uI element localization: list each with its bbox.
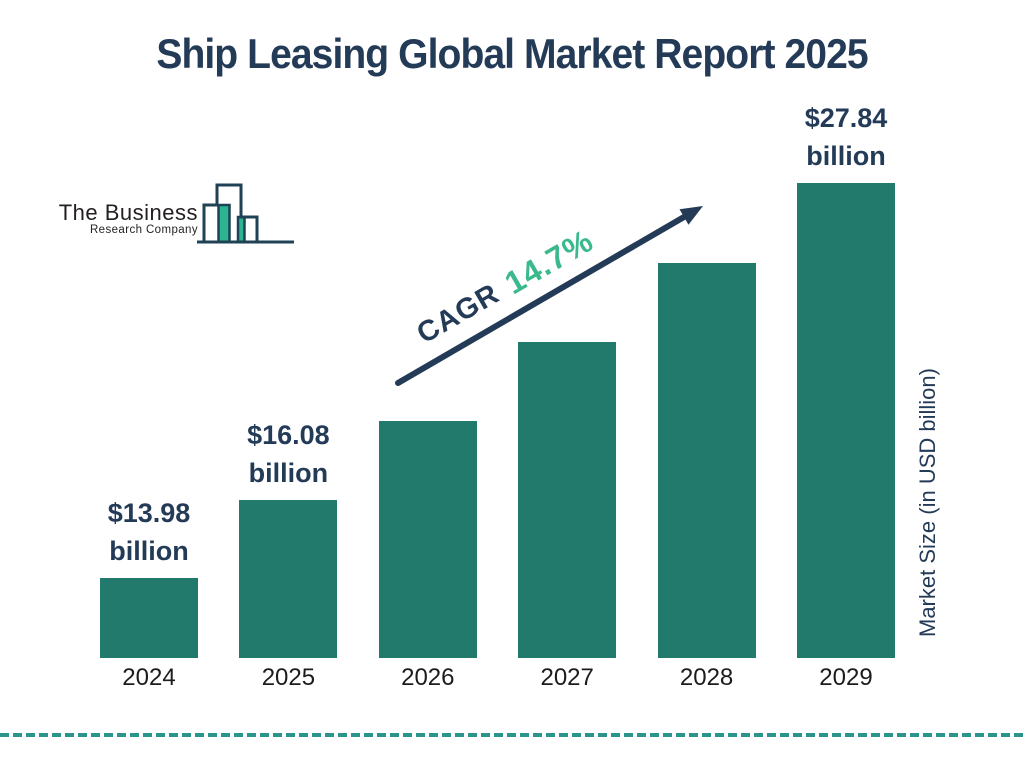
growth-arrow-head	[679, 206, 703, 225]
value-amount: $13.98	[107, 498, 191, 528]
x-axis-label-2028: 2028	[679, 664, 734, 691]
x-axis-label-2026: 2026	[401, 664, 455, 691]
value-unit: billion	[109, 536, 189, 566]
value-amount: $27.84	[804, 103, 888, 133]
bar-value-label-2025: $16.08 billion	[208, 416, 368, 492]
bottom-dashed-divider	[0, 733, 1024, 737]
x-axis-label-2027: 2027	[540, 664, 594, 691]
company-logo: The Business Research Company	[59, 178, 294, 248]
value-unit: billion	[806, 141, 886, 171]
cagr-label: CAGR	[411, 277, 505, 350]
bar-2026	[378, 421, 477, 658]
logo-name-line2: Research Company	[89, 224, 198, 236]
bar-2028	[657, 263, 756, 658]
x-axis-label-2029: 2029	[819, 664, 873, 691]
bar-value-label-2029: $27.84 billion	[766, 99, 926, 175]
bar-2027	[518, 342, 617, 658]
x-axis-label-2024: 2024	[122, 664, 176, 691]
page-title: Ship Leasing Global Market Report 2025	[156, 30, 868, 77]
bar-value-label-2024: $13.98 billion	[69, 494, 229, 570]
y-axis-label: Market Size (in USD billion)	[915, 368, 940, 638]
logo-bars-icon	[197, 183, 294, 244]
bar-2025	[239, 500, 338, 658]
value-unit: billion	[248, 458, 329, 488]
cagr-value: 14.7%	[498, 221, 600, 301]
value-amount: $16.08	[247, 420, 330, 450]
logo-name-line1: The Business	[58, 200, 198, 225]
logo-text: The Business Research Company	[59, 202, 198, 237]
bar-2029	[797, 183, 895, 658]
bar-2024	[100, 578, 198, 658]
x-axis-label-2025: 2025	[261, 664, 316, 691]
